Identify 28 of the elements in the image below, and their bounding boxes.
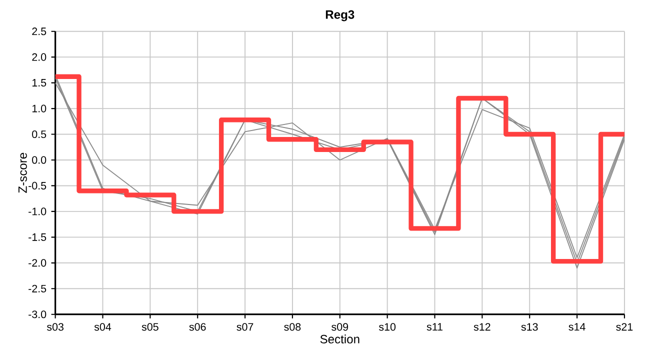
x-tick-label: s10 [378, 323, 396, 331]
x-tick-label: s09 [332, 323, 348, 331]
x-axis-title: Section [320, 334, 360, 344]
y-tick-label: 0.5 [32, 130, 46, 138]
x-tick-label: s05 [142, 323, 158, 331]
y-tick-label: 1.5 [32, 79, 46, 86]
y-tick-label: -0.5 [28, 182, 46, 190]
y-tick-label: 0.0 [32, 156, 46, 164]
y-tick-label: 1.0 [32, 104, 46, 112]
x-tick-label: s08 [284, 323, 301, 331]
x-tick-label: s13 [521, 323, 538, 331]
y-tick-label: -1.5 [28, 233, 46, 241]
x-tick-label: s06 [189, 323, 206, 331]
y-tick-label: 2.5 [32, 27, 46, 36]
x-tick-label: s03 [46, 323, 64, 331]
x-tick-label: s21 [616, 323, 633, 331]
y-tick-label: 2.0 [32, 53, 46, 61]
y-tick-label: -1.0 [28, 208, 46, 216]
y-tick-label: -2.0 [28, 259, 46, 267]
x-tick-label: s14 [568, 323, 586, 331]
chart-title: Reg3 [326, 10, 354, 22]
x-tick-label: s12 [474, 323, 490, 331]
x-tick-label: s11 [426, 323, 442, 331]
y-tick-label: -3.0 [28, 310, 46, 318]
x-tick-label: s04 [94, 323, 112, 331]
x-tick-label: s07 [236, 323, 254, 331]
y-tick-label: -2.5 [28, 284, 46, 292]
y-axis-title: Z-score [18, 152, 27, 193]
